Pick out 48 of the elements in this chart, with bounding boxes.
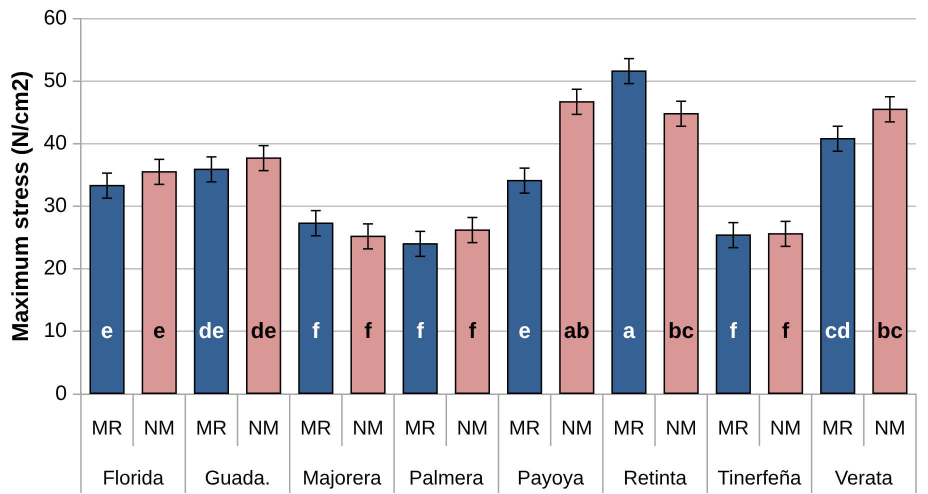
text: NM [561,418,592,440]
text: MR [404,418,436,440]
y-tick-label: 60 [44,6,67,30]
data-label: bc [877,318,903,344]
data-label: f [468,318,477,344]
data-label: ab [564,318,590,344]
y-tick-label: 40 [44,132,67,155]
data-label: bc [668,318,694,344]
text: MR [300,418,332,440]
data-label: de [250,318,276,344]
y-tick-label: 30 [44,194,67,218]
x-tick-label: Majorera [302,468,382,490]
data-label: f [312,318,320,344]
y-axis-title: Maximum stress (N/cm2) [7,70,34,342]
data-label: cd [824,318,851,344]
text: MR [822,418,854,440]
x-tick-label: Tinerfeña [718,468,802,490]
x-tick-label: Verata [834,468,894,490]
text: NM [456,418,488,440]
text: NM [874,418,906,440]
x-tick-label: Florida [102,468,165,490]
y-tick-label: 10 [44,319,67,342]
text: NM [248,418,280,440]
x-tick-label: Retinta [623,468,688,490]
data-label: e [518,318,531,344]
data-label: f [364,318,372,344]
data-label: f [730,318,738,344]
data-label: e [153,318,166,344]
series-label: MR [92,418,123,440]
data-label: a [622,318,636,344]
text: NM [666,418,697,440]
text: MR [613,418,645,440]
text: NM [352,418,384,440]
text: MR [718,418,749,440]
y-tick-label: 20 [44,256,67,280]
x-tick-label: Palmera [409,468,484,490]
text: MR [196,418,227,440]
text: NM [770,418,802,440]
y-tick-label: 0 [55,382,67,405]
x-tick-label: Guada. [204,468,270,490]
x-tick-label: Payoya [517,468,585,490]
data-label: de [198,318,224,344]
y-tick-label: 50 [44,68,67,92]
text: MR [509,418,540,440]
data-label: f [782,318,790,344]
data-label: e [100,318,114,344]
series-label: NM [144,418,175,440]
data-label: f [416,318,425,344]
